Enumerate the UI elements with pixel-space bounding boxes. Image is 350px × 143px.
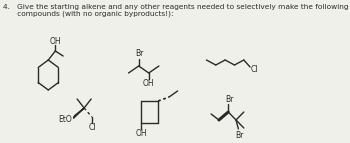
Text: Br: Br [135,49,143,58]
Text: OH: OH [135,130,147,139]
Text: Cl: Cl [250,64,258,74]
Text: OH: OH [49,36,61,45]
Text: EtO: EtO [58,116,72,125]
Text: Br: Br [236,131,244,140]
Text: Br: Br [225,95,233,104]
Text: OH: OH [143,80,155,89]
Text: Cl: Cl [88,124,96,133]
Polygon shape [74,108,84,118]
Text: 4.   Give the starting alkene and any other reagents needed to selectively make : 4. Give the starting alkene and any othe… [3,4,349,10]
Text: compounds (with no organic byproducts!):: compounds (with no organic byproducts!): [3,10,174,17]
